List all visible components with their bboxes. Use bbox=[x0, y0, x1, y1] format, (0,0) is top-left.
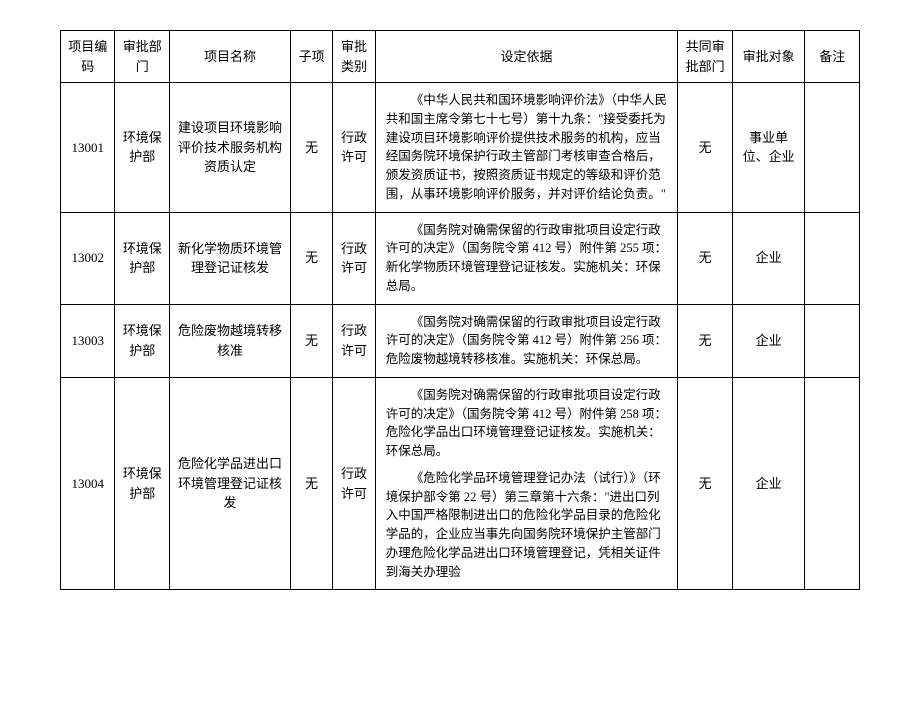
cell-basis: 《国务院对确需保留的行政审批项目设定行政许可的决定》（国务院令第 412 号）附… bbox=[375, 304, 678, 377]
cell-code: 13001 bbox=[61, 83, 115, 213]
basis-paragraph: 《国务院对确需保留的行政审批项目设定行政许可的决定》（国务院令第 412 号）附… bbox=[386, 386, 668, 461]
cell-name: 危险废物越境转移核准 bbox=[169, 304, 290, 377]
cell-object: 事业单位、企业 bbox=[732, 83, 805, 213]
cell-dept: 环境保护部 bbox=[115, 83, 169, 213]
table-row: 13003环境保护部危险废物越境转移核准无行政许可《国务院对确需保留的行政审批项… bbox=[61, 304, 860, 377]
cell-joint: 无 bbox=[678, 83, 732, 213]
cell-dept: 环境保护部 bbox=[115, 304, 169, 377]
cell-object: 企业 bbox=[732, 212, 805, 304]
cell-type: 行政许可 bbox=[333, 212, 375, 304]
cell-note bbox=[805, 83, 860, 213]
cell-type: 行政许可 bbox=[333, 83, 375, 213]
basis-paragraph: 《国务院对确需保留的行政审批项目设定行政许可的决定》（国务院令第 412 号）附… bbox=[386, 221, 668, 296]
cell-note bbox=[805, 304, 860, 377]
cell-joint: 无 bbox=[678, 212, 732, 304]
cell-joint: 无 bbox=[678, 304, 732, 377]
col-header-basis: 设定依据 bbox=[375, 31, 678, 83]
cell-sub: 无 bbox=[290, 212, 332, 304]
col-header-type: 审批类别 bbox=[333, 31, 375, 83]
col-header-code: 项目编码 bbox=[61, 31, 115, 83]
cell-basis: 《国务院对确需保留的行政审批项目设定行政许可的决定》（国务院令第 412 号）附… bbox=[375, 377, 678, 590]
cell-sub: 无 bbox=[290, 377, 332, 590]
cell-sub: 无 bbox=[290, 304, 332, 377]
table-header-row: 项目编码 审批部门 项目名称 子项 审批类别 设定依据 共同审批部门 审批对象 … bbox=[61, 31, 860, 83]
table-body: 13001环境保护部建设项目环境影响评价技术服务机构资质认定无行政许可《中华人民… bbox=[61, 83, 860, 590]
col-header-name: 项目名称 bbox=[169, 31, 290, 83]
approval-table: 项目编码 审批部门 项目名称 子项 审批类别 设定依据 共同审批部门 审批对象 … bbox=[60, 30, 860, 590]
cell-joint: 无 bbox=[678, 377, 732, 590]
cell-sub: 无 bbox=[290, 83, 332, 213]
col-header-joint: 共同审批部门 bbox=[678, 31, 732, 83]
cell-basis: 《中华人民共和国环境影响评价法》（中华人民共和国主席令第七十七号）第十九条："接… bbox=[375, 83, 678, 213]
cell-type: 行政许可 bbox=[333, 377, 375, 590]
col-header-dept: 审批部门 bbox=[115, 31, 169, 83]
col-header-note: 备注 bbox=[805, 31, 860, 83]
col-header-sub: 子项 bbox=[290, 31, 332, 83]
cell-name: 建设项目环境影响评价技术服务机构资质认定 bbox=[169, 83, 290, 213]
col-header-object: 审批对象 bbox=[732, 31, 805, 83]
basis-paragraph: 《国务院对确需保留的行政审批项目设定行政许可的决定》（国务院令第 412 号）附… bbox=[386, 313, 668, 369]
cell-dept: 环境保护部 bbox=[115, 377, 169, 590]
cell-type: 行政许可 bbox=[333, 304, 375, 377]
cell-dept: 环境保护部 bbox=[115, 212, 169, 304]
cell-object: 企业 bbox=[732, 377, 805, 590]
cell-name: 新化学物质环境管理登记证核发 bbox=[169, 212, 290, 304]
cell-code: 13003 bbox=[61, 304, 115, 377]
basis-paragraph: 《中华人民共和国环境影响评价法》（中华人民共和国主席令第七十七号）第十九条："接… bbox=[386, 91, 668, 204]
table-row: 13004环境保护部危险化学品进出口环境管理登记证核发无行政许可《国务院对确需保… bbox=[61, 377, 860, 590]
cell-name: 危险化学品进出口环境管理登记证核发 bbox=[169, 377, 290, 590]
cell-code: 13004 bbox=[61, 377, 115, 590]
cell-object: 企业 bbox=[732, 304, 805, 377]
cell-basis: 《国务院对确需保留的行政审批项目设定行政许可的决定》（国务院令第 412 号）附… bbox=[375, 212, 678, 304]
cell-note bbox=[805, 377, 860, 590]
cell-note bbox=[805, 212, 860, 304]
table-row: 13002环境保护部新化学物质环境管理登记证核发无行政许可《国务院对确需保留的行… bbox=[61, 212, 860, 304]
basis-paragraph: 《危险化学品环境管理登记办法（试行）》（环境保护部令第 22 号）第三章第十六条… bbox=[386, 469, 668, 582]
table-row: 13001环境保护部建设项目环境影响评价技术服务机构资质认定无行政许可《中华人民… bbox=[61, 83, 860, 213]
cell-code: 13002 bbox=[61, 212, 115, 304]
